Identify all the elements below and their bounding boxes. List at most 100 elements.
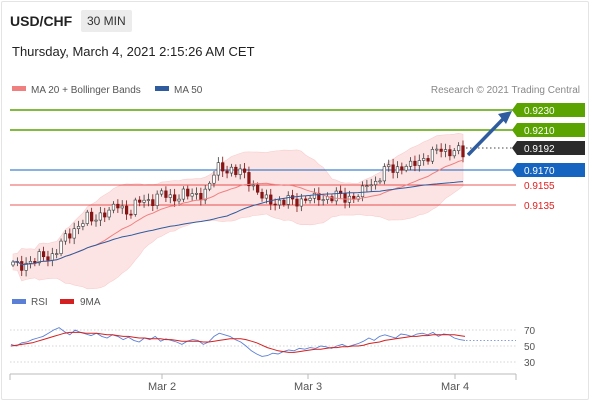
candle-body <box>430 149 435 162</box>
level-label-1: 0.9210 <box>524 126 555 137</box>
candle-body <box>382 166 386 182</box>
candle-body <box>164 190 168 198</box>
candle-body <box>282 199 286 205</box>
x-tick-label-0: Mar 2 <box>148 381 176 393</box>
candle-body <box>173 194 177 202</box>
candle-body <box>426 158 430 162</box>
candle-body <box>151 199 155 206</box>
candle-body <box>295 198 299 207</box>
candle-body <box>343 193 347 203</box>
candle-body <box>395 166 400 173</box>
candle-body <box>247 172 251 187</box>
candle-body <box>374 180 378 186</box>
rsi-line <box>10 327 466 357</box>
candle-body <box>124 205 129 215</box>
x-tick-label-2: Mar 4 <box>441 381 469 393</box>
candle-body <box>103 212 107 218</box>
candles <box>11 140 465 277</box>
candle-body <box>330 196 334 202</box>
candle-body <box>304 198 308 201</box>
candle-body <box>116 203 120 209</box>
level-tag-pointer-0 <box>512 103 517 117</box>
candle-body <box>461 145 465 158</box>
ma50-legend-label: MA 50 <box>174 85 203 96</box>
candle-body <box>133 199 137 215</box>
candle-body <box>238 168 242 175</box>
symbol-label: USD/CHF <box>10 13 73 29</box>
copyright-label: Research © 2021 Trading Central <box>431 85 580 96</box>
level-label-3: 0.9170 <box>524 166 555 177</box>
candle-body <box>98 212 102 221</box>
candle-body <box>107 209 111 218</box>
candle-body <box>59 240 63 254</box>
level-label-5: 0.9135 <box>524 201 555 212</box>
candle-body <box>404 166 408 171</box>
candle-body <box>46 256 50 261</box>
candle-body <box>286 195 290 205</box>
candle-body <box>190 193 194 197</box>
candle-body <box>256 184 260 193</box>
candle-body <box>20 261 24 271</box>
candle-body <box>448 149 452 157</box>
level-tag-0 <box>517 103 585 117</box>
candle-body <box>90 211 94 222</box>
candle-body <box>413 160 417 166</box>
rsi-tick-70: 70 <box>524 326 536 337</box>
candle-body <box>55 253 59 255</box>
candle-body <box>216 162 220 176</box>
candle-body <box>94 219 98 222</box>
candle-body <box>299 198 303 207</box>
candle-body <box>50 253 54 261</box>
timestamp: Thursday, March 4, 2021 2:15:26 AM CET <box>12 44 255 59</box>
candle-body <box>417 160 421 166</box>
rsi-legend-label: RSI <box>31 297 48 308</box>
level-label-2: 0.9192 <box>524 144 555 155</box>
candle-body <box>312 192 317 199</box>
candle-body <box>391 164 395 173</box>
candle-body <box>203 188 207 201</box>
candle-body <box>208 182 212 190</box>
candle-body <box>308 197 312 201</box>
rsi-ma-legend-swatch <box>60 299 74 304</box>
forecast-arrow-head <box>498 111 512 124</box>
candle-body <box>264 194 268 199</box>
level-tag-pointer-3 <box>512 163 517 177</box>
candle-body <box>260 191 264 199</box>
candle-body <box>194 193 199 195</box>
candle-body <box>439 148 443 152</box>
candle-body <box>41 251 46 258</box>
timeframe-button[interactable]: 30 MIN <box>81 10 132 32</box>
candle-body <box>138 199 142 203</box>
candle-body <box>334 190 338 202</box>
candle-body <box>422 158 426 161</box>
candle-body <box>378 180 382 183</box>
candle-body <box>387 164 391 167</box>
candle-body <box>28 261 33 264</box>
candle-body <box>317 192 321 201</box>
candle-body <box>365 185 369 187</box>
candle-body <box>408 160 413 167</box>
candle-body <box>443 149 448 152</box>
candle-body <box>24 262 28 271</box>
candle-body <box>360 185 365 198</box>
candle-body <box>186 188 190 197</box>
rsi-ma-line <box>10 331 466 353</box>
candle-body <box>129 213 133 216</box>
candle-body <box>229 166 234 174</box>
candle-body <box>400 166 404 171</box>
candle-body <box>199 193 203 201</box>
candle-body <box>181 188 185 200</box>
candle-body <box>452 150 456 157</box>
moving-averages <box>12 159 464 266</box>
ma20-legend-label: MA 20 + Bollinger Bands <box>31 85 141 96</box>
candle-body <box>221 162 225 172</box>
x-tick-label-1: Mar 3 <box>294 381 322 393</box>
candle-body <box>11 261 15 266</box>
rsi-ma-legend-label: 9MA <box>80 297 101 308</box>
rsi-tick-30: 30 <box>524 358 536 369</box>
rsi-tick-50: 50 <box>524 342 536 353</box>
candle-body <box>369 184 373 187</box>
candle-body <box>146 199 151 201</box>
ma50-legend-swatch <box>155 86 169 91</box>
